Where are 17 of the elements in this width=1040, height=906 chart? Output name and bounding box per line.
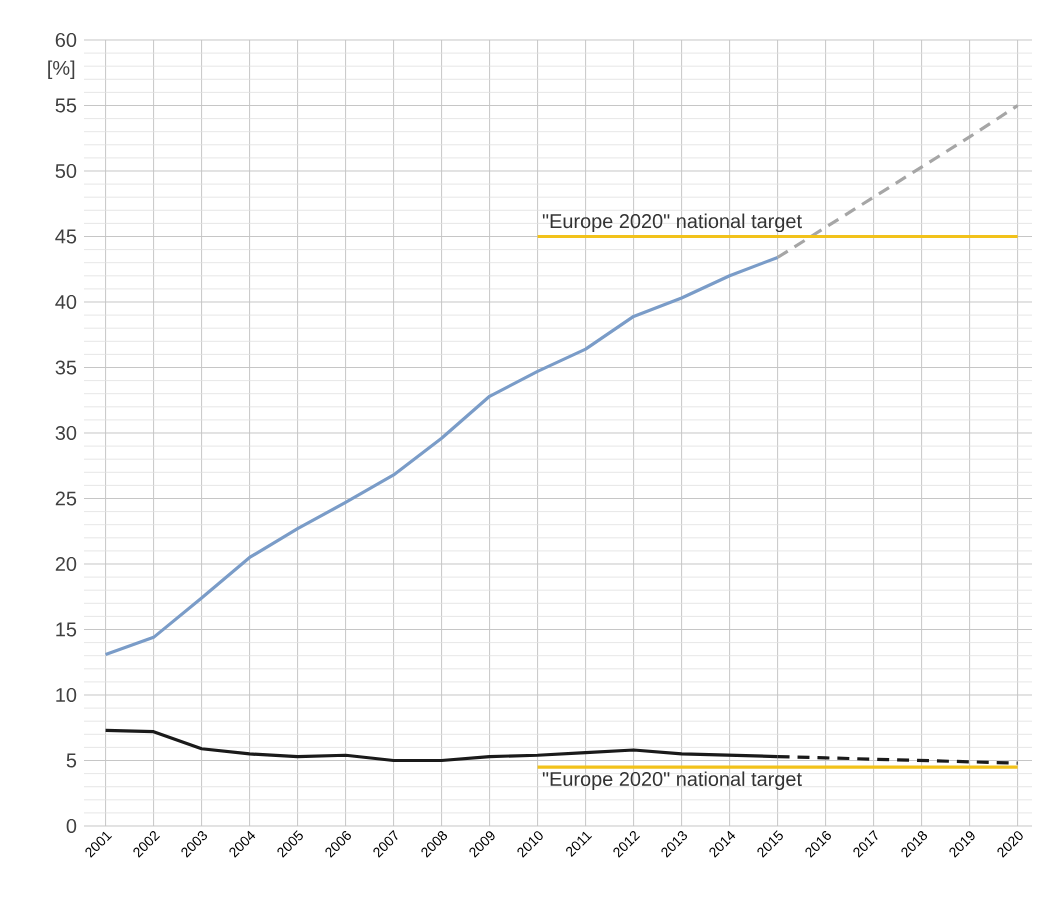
y-tick-label: 60	[55, 32, 77, 48]
y-tick-label: 20	[55, 556, 77, 572]
y-axis-title: [%]	[48, 60, 75, 79]
y-tick-label: 50	[55, 163, 77, 179]
y-tick-label: 35	[55, 360, 77, 375]
y-tick-label: 30	[55, 425, 77, 441]
annotation: "Europe 2020" national target	[542, 771, 802, 790]
y-tick-label: 15	[56, 622, 77, 637]
y-tick-label: 0	[66, 818, 77, 834]
y-tick-label: 5	[66, 753, 77, 768]
annotation: "Europe 2020" national target	[542, 213, 802, 233]
y-tick-label: 25	[55, 491, 77, 506]
y-tick-label: 40	[55, 294, 77, 310]
y-tick-label: 55	[55, 98, 77, 113]
y-tick-label: 10	[56, 687, 77, 703]
line-series	[104, 255, 780, 656]
y-tick-label: 45	[55, 229, 77, 244]
